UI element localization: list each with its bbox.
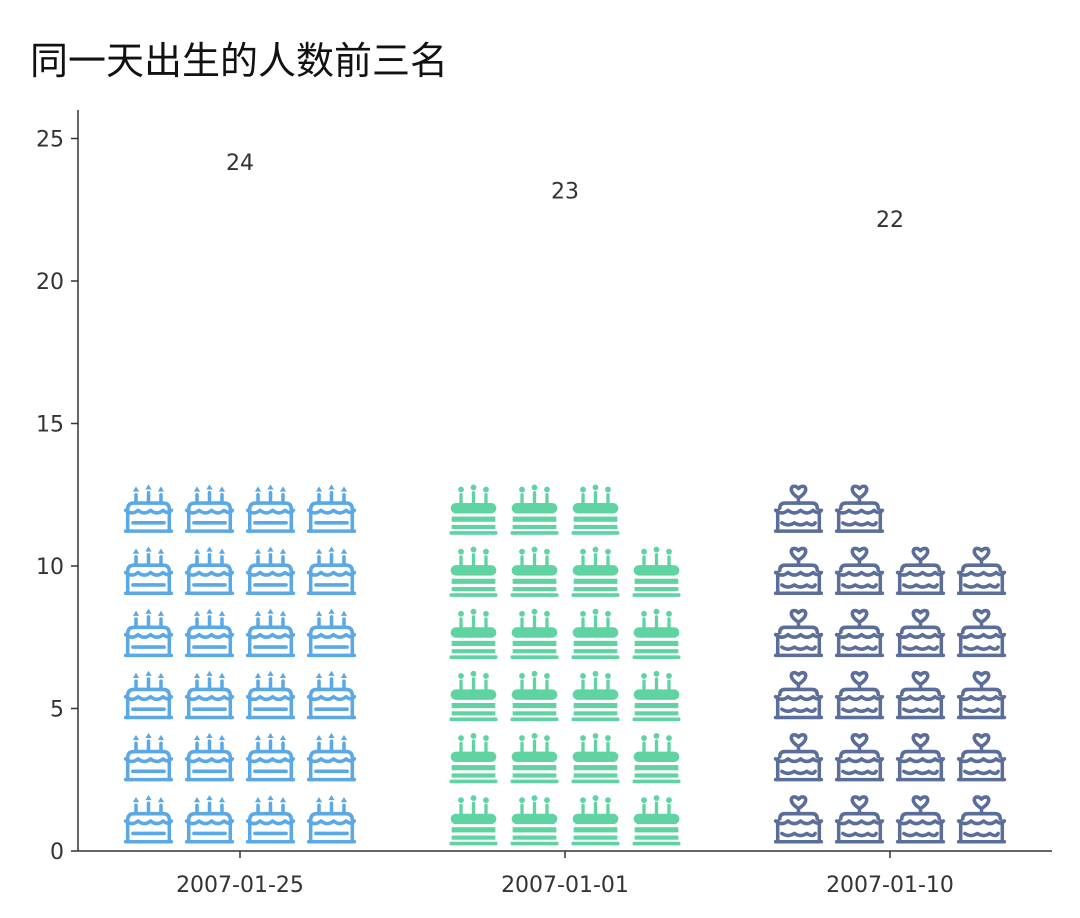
bar-2007-01-25 bbox=[123, 483, 357, 844]
cake-candles-filled-icon bbox=[447, 483, 500, 536]
cake-candles-icon bbox=[123, 607, 174, 658]
cake-candles-filled-icon bbox=[569, 607, 622, 660]
bar-2007-01-01 bbox=[447, 483, 683, 846]
cake-candles-filled-icon bbox=[630, 731, 683, 784]
cake-heart-icon bbox=[956, 795, 1007, 844]
cake-candles-filled-icon bbox=[508, 731, 561, 784]
cake-candles-icon bbox=[245, 669, 296, 720]
cake-candles-icon bbox=[245, 793, 296, 844]
y-tick-label: 10 bbox=[36, 555, 64, 580]
cake-candles-filled-icon bbox=[630, 669, 683, 722]
cake-candles-icon bbox=[123, 793, 174, 844]
cake-heart-icon bbox=[956, 546, 1007, 596]
cake-heart-icon bbox=[773, 546, 824, 596]
data-label: 23 bbox=[551, 180, 579, 205]
cake-candles-icon bbox=[184, 731, 235, 782]
cake-candles-filled-icon bbox=[508, 483, 561, 536]
cake-candles-filled-icon bbox=[447, 731, 500, 784]
cake-heart-icon bbox=[773, 733, 824, 782]
y-tick-label: 5 bbox=[50, 698, 64, 723]
cake-heart-icon bbox=[956, 608, 1007, 658]
cake-heart-icon bbox=[773, 795, 824, 844]
cake-heart-icon bbox=[895, 795, 946, 844]
cake-heart-icon bbox=[895, 608, 946, 658]
cake-candles-icon bbox=[123, 545, 174, 596]
cake-candles-filled-icon bbox=[569, 731, 622, 784]
cake-heart-icon bbox=[773, 484, 824, 533]
cake-candles-icon bbox=[184, 669, 235, 720]
cake-candles-icon bbox=[123, 731, 174, 782]
data-label: 24 bbox=[226, 151, 254, 176]
cake-heart-icon bbox=[956, 670, 1007, 720]
cake-candles-filled-icon bbox=[569, 793, 622, 846]
data-label: 22 bbox=[876, 208, 904, 233]
x-tick-label: 2007-01-10 bbox=[826, 873, 954, 898]
cake-candles-filled-icon bbox=[447, 669, 500, 722]
cake-candles-filled-icon bbox=[508, 545, 561, 598]
cake-heart-icon bbox=[834, 795, 885, 844]
cake-candles-icon bbox=[184, 483, 235, 533]
cake-candles-filled-icon bbox=[630, 545, 683, 598]
labels: 24 23 22 bbox=[226, 151, 904, 233]
cake-candles-filled-icon bbox=[630, 607, 683, 660]
cake-heart-icon bbox=[895, 546, 946, 596]
cake-candles-filled-icon bbox=[569, 483, 622, 536]
bar-2007-01-10 bbox=[773, 484, 1007, 844]
cake-candles-filled-icon bbox=[569, 545, 622, 598]
cake-candles-icon bbox=[184, 607, 235, 658]
axes: 0 5 10 15 20 25 2007-01-25 2007-01-01 2007-01-10 bbox=[36, 110, 1052, 898]
cake-candles-icon bbox=[306, 483, 357, 533]
cake-heart-icon bbox=[834, 546, 885, 596]
cake-heart-icon bbox=[834, 733, 885, 782]
cake-heart-icon bbox=[956, 733, 1007, 782]
cake-heart-icon bbox=[895, 670, 946, 720]
cake-candles-filled-icon bbox=[508, 669, 561, 722]
x-tick-label: 2007-01-25 bbox=[176, 873, 304, 898]
chart-title: 同一天出生的人数前三名 bbox=[30, 39, 449, 83]
cake-candles-icon bbox=[245, 731, 296, 782]
cake-candles-icon bbox=[184, 793, 235, 844]
cake-candles-icon bbox=[123, 669, 174, 720]
cake-candles-icon bbox=[184, 545, 235, 596]
cake-candles-filled-icon bbox=[508, 607, 561, 660]
cake-heart-icon bbox=[773, 608, 824, 658]
cake-candles-icon bbox=[123, 483, 174, 533]
cake-candles-filled-icon bbox=[569, 669, 622, 722]
cake-candles-icon bbox=[306, 669, 357, 720]
y-tick-label: 0 bbox=[50, 840, 64, 865]
cake-candles-icon bbox=[306, 607, 357, 658]
cake-candles-filled-icon bbox=[447, 793, 500, 846]
cake-candles-icon bbox=[245, 607, 296, 658]
y-tick-label: 20 bbox=[36, 270, 64, 295]
icon-bars bbox=[123, 483, 1007, 846]
cake-candles-filled-icon bbox=[508, 793, 561, 846]
y-tick-label: 25 bbox=[36, 128, 64, 153]
cake-candles-icon bbox=[306, 793, 357, 844]
cake-candles-filled-icon bbox=[447, 607, 500, 660]
cake-heart-icon bbox=[895, 733, 946, 782]
cake-candles-icon bbox=[306, 545, 357, 596]
cake-heart-icon bbox=[834, 608, 885, 658]
cake-heart-icon bbox=[773, 670, 824, 720]
cake-candles-icon bbox=[245, 483, 296, 533]
cake-candles-icon bbox=[245, 545, 296, 596]
cake-candles-icon bbox=[306, 731, 357, 782]
cake-heart-icon bbox=[834, 484, 885, 533]
y-tick-label: 15 bbox=[36, 413, 64, 438]
cake-candles-filled-icon bbox=[630, 793, 683, 846]
x-tick-label: 2007-01-01 bbox=[501, 873, 629, 898]
cake-candles-filled-icon bbox=[447, 545, 500, 598]
cake-heart-icon bbox=[834, 670, 885, 720]
